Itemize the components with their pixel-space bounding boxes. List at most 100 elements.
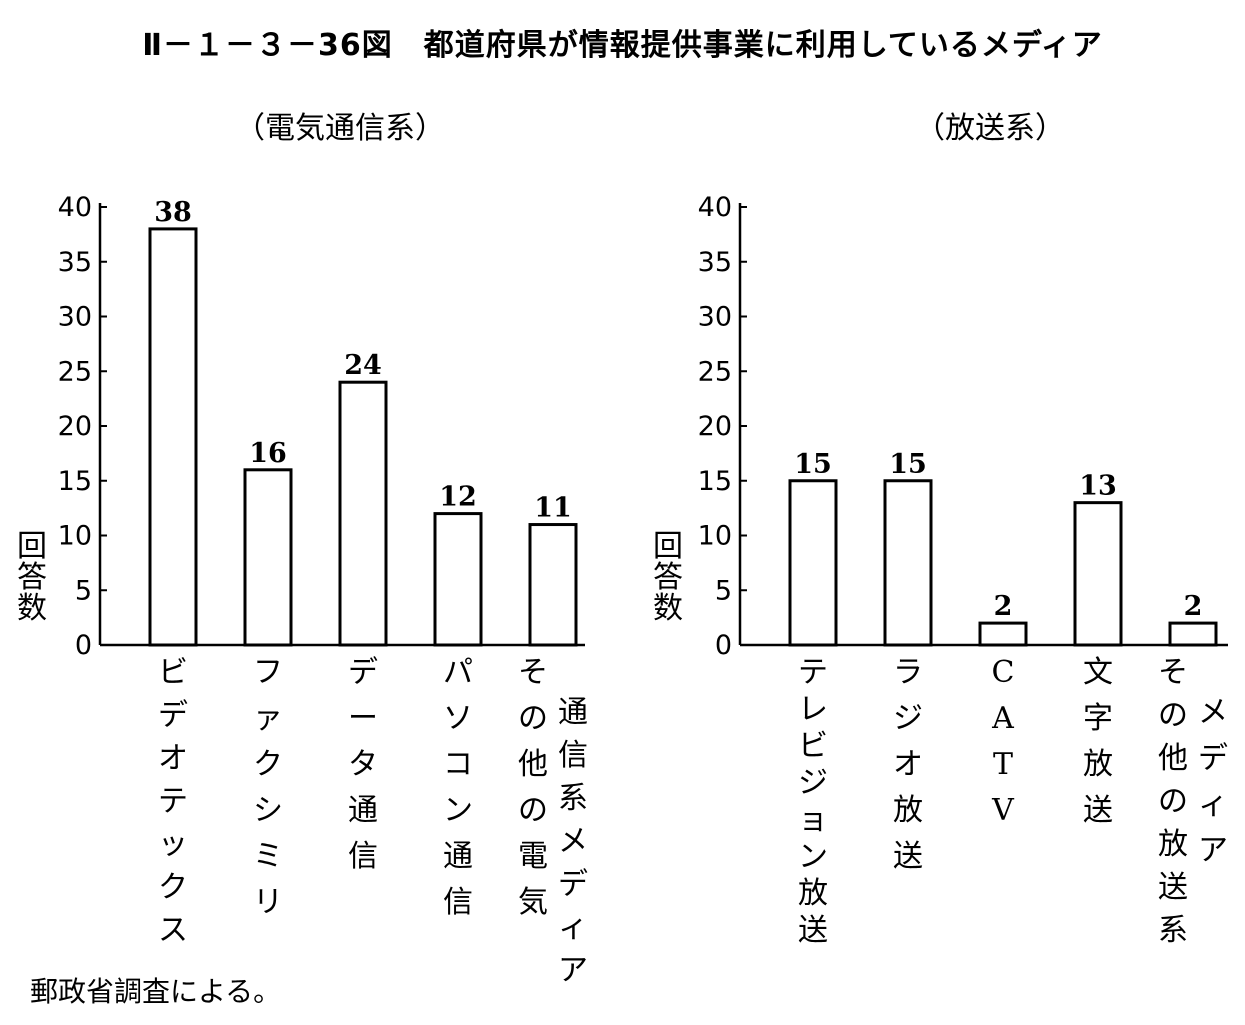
- chart2-subtitle: （放送系）: [915, 111, 1065, 146]
- chart2-category-label: C: [992, 655, 1015, 690]
- chart2-y-tick-label: 40: [698, 192, 732, 223]
- chart2-category-label: テ: [798, 655, 828, 690]
- chart2-category-label: 放: [1158, 827, 1188, 862]
- chart2-category-label: 送: [798, 913, 828, 948]
- chart1-category-label: ミ: [253, 839, 283, 874]
- chart2-bar: [883, 479, 933, 647]
- chart1-category-label: ィ: [558, 910, 588, 945]
- chart1-data-label: 12: [439, 482, 477, 513]
- chart1-bar: [528, 523, 578, 647]
- chart1-y-axis-label: 回: [17, 529, 47, 564]
- chart1-category-label: メ: [558, 824, 588, 859]
- chart1-category-label: ビ: [158, 655, 188, 690]
- chart2-category-label: 放: [893, 793, 923, 828]
- chart1-y-tick-label: 40: [58, 192, 92, 223]
- chart1-data-label: 11: [534, 493, 572, 524]
- chart1-category-label: ァ: [253, 701, 283, 736]
- chart2-category-label: ラ: [893, 655, 923, 690]
- chart1-y-tick-label: 30: [58, 302, 92, 333]
- chart1-category-label: 電: [518, 839, 548, 874]
- chart2-data-label: 2: [994, 591, 1013, 622]
- chart1-category-label: ア: [558, 953, 588, 988]
- chart1-category-label: 通: [348, 793, 378, 828]
- chart1-y-tick-label: 5: [75, 575, 92, 606]
- chart2-category-label: 他: [1158, 741, 1188, 776]
- chart2-y-tick-label: 35: [698, 247, 732, 278]
- chart2-category-label: オ: [893, 747, 923, 782]
- chart2-y-axis-label: 答: [653, 560, 683, 595]
- chart2-category-label: 字: [1083, 701, 1113, 736]
- figure-title: Ⅱ－１－３－36図 都道府県が情報提供事業に利用しているメディア: [142, 28, 1103, 63]
- chart2-category-label: の: [1158, 698, 1188, 733]
- chart1-y-tick-label: 25: [58, 356, 92, 387]
- chart1-subtitle: （電気通信系）: [235, 111, 445, 146]
- chart2-bar: [788, 479, 838, 647]
- chart1-category-label: 通: [443, 839, 473, 874]
- chart2-category-label: デ: [1198, 741, 1228, 776]
- chart1-category-label: ソ: [443, 701, 473, 736]
- chart2-category-label: 送: [1158, 870, 1188, 905]
- chart1-category-label: フ: [253, 655, 283, 690]
- chart1-category-label: 系: [558, 781, 588, 816]
- chart2-category-label: ィ: [1198, 787, 1228, 822]
- chart2-category-label: メ: [1198, 695, 1228, 730]
- chart2-data-label: 15: [889, 449, 927, 480]
- chart1-category-label: 信: [558, 738, 588, 773]
- chart1-category-label: の: [518, 701, 548, 736]
- chart1-category-label: コ: [443, 747, 473, 782]
- chart1-category-label: 気: [518, 885, 548, 920]
- chart1-category-label: シ: [253, 793, 283, 828]
- chart2-category-label: ビ: [798, 729, 828, 764]
- chart2-bar: [978, 621, 1028, 647]
- chart2-bar: [1168, 621, 1218, 647]
- chart2-y-axis-label: 数: [653, 591, 683, 626]
- chart2-data-label: 13: [1079, 471, 1117, 502]
- chart1-data-label: 16: [249, 438, 287, 469]
- chart1-data-label: 38: [154, 197, 192, 228]
- chart1-category-label: そ: [518, 655, 548, 690]
- chart2-y-tick-label: 0: [715, 630, 732, 661]
- chart2-category-label: A: [991, 701, 1014, 736]
- chart2-y-tick-label: 10: [698, 521, 732, 552]
- chart1-category-label: ッ: [158, 827, 188, 862]
- source-note: 郵政省調査による。: [30, 975, 282, 1008]
- chart2-category-label: の: [1158, 784, 1188, 819]
- chart1-category-label: ス: [158, 913, 188, 948]
- chart1-y-axis-label: 答: [17, 560, 47, 595]
- chart2-y-axis-label: 回: [653, 529, 683, 564]
- chart1-category-label: オ: [158, 741, 188, 776]
- chart1-bar: [243, 468, 293, 647]
- chart2-category-label: ア: [1198, 833, 1228, 868]
- chart2-category-label: ン: [798, 839, 828, 874]
- chart1-y-tick-label: 20: [58, 411, 92, 442]
- chart2-category-label: そ: [1158, 655, 1188, 690]
- chart1-y-tick-label: 35: [58, 247, 92, 278]
- chart1-category-label: デ: [158, 698, 188, 733]
- chart2-category-label: 放: [1083, 747, 1113, 782]
- chart1-category-label: 他: [518, 747, 548, 782]
- chart1-category-label: ン: [443, 793, 473, 828]
- chart2-data-label: 2: [1184, 591, 1203, 622]
- chart1-category-label: 通: [558, 695, 588, 730]
- chart1-bar: [338, 380, 388, 647]
- chart1-data-label: 24: [344, 350, 382, 381]
- chart2-category-label: 系: [1158, 913, 1188, 948]
- chart1-bar: [148, 227, 198, 647]
- chart1-category-label: デ: [348, 655, 378, 690]
- chart2-category-label: レ: [798, 692, 828, 727]
- chart2-category-label: ョ: [798, 802, 828, 837]
- chart2-category-label: V: [991, 793, 1015, 828]
- chart1-category-label: 信: [348, 839, 378, 874]
- chart1-y-tick-label: 0: [75, 630, 92, 661]
- chart2-y-tick-label: 15: [698, 466, 732, 497]
- chart1-y-tick-label: 15: [58, 466, 92, 497]
- chart2-data-label: 15: [794, 449, 832, 480]
- chart1-bar: [433, 512, 483, 647]
- chart2-category-label: 文: [1083, 655, 1113, 690]
- chart1-y-tick-label: 10: [58, 521, 92, 552]
- chart2-category-label: ジ: [798, 766, 828, 801]
- chart2-y-tick-label: 20: [698, 411, 732, 442]
- chart1-category-label: ク: [158, 870, 188, 905]
- chart1-category-label: テ: [158, 784, 188, 819]
